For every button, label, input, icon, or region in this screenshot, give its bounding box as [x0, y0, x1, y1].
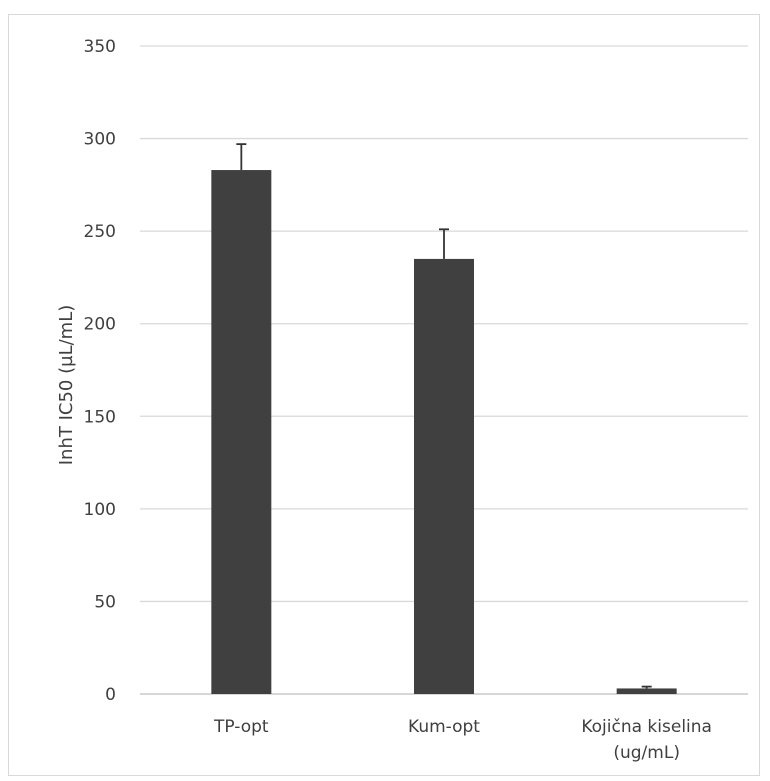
chart-frame: [8, 14, 760, 776]
y-tick-label: 350: [84, 37, 116, 57]
error-bars: [236, 143, 652, 689]
y-tick-label: 150: [84, 407, 116, 427]
y-tick-label: 200: [84, 315, 116, 335]
bars: [211, 170, 677, 694]
error-bar: [236, 143, 247, 171]
error-bar: [439, 228, 449, 259]
y-axis-ticks: 0 50 100 150 200 250 300 350: [84, 37, 116, 705]
y-tick-label: 50: [94, 592, 116, 612]
category-labels: TP-opt Kum-opt Kojična kiselina (ug/mL): [213, 717, 712, 763]
y-axis-title: InhT IC50 (µL/mL): [56, 305, 77, 466]
y-tick-label: 300: [84, 130, 116, 150]
category-label: Kum-opt: [408, 717, 480, 737]
y-tick-label: 100: [84, 500, 116, 520]
category-label: Kojična kiselina (ug/mL): [581, 717, 712, 763]
category-label: TP-opt: [213, 717, 269, 737]
bar: [211, 170, 272, 694]
bar: [616, 688, 677, 694]
error-bar: [641, 685, 652, 689]
bar: [414, 258, 474, 694]
y-tick-label: 250: [84, 222, 116, 242]
y-tick-label: 0: [105, 685, 116, 705]
